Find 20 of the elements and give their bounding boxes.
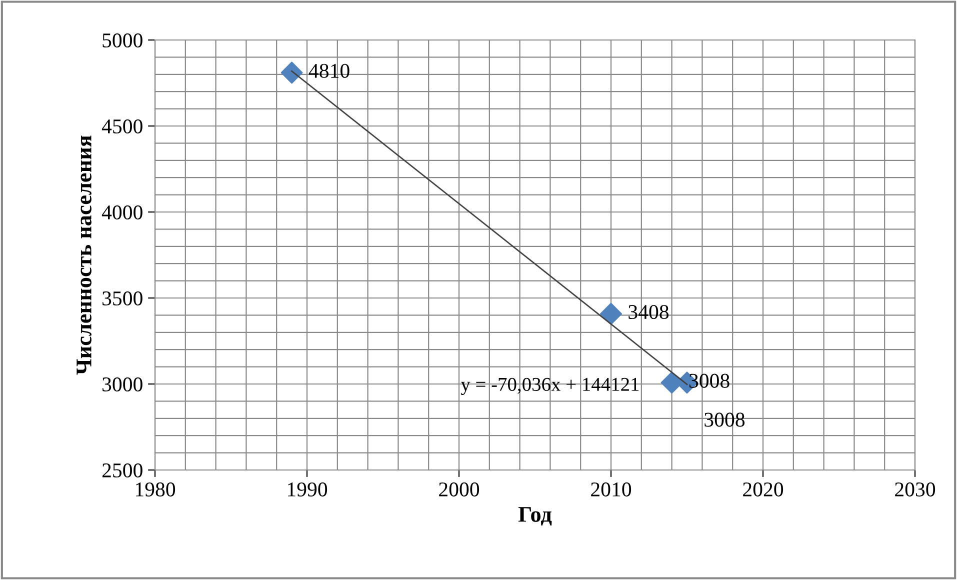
- y-axis-title: Численность населения: [76, 136, 92, 375]
- y-tick-label: 2500: [102, 463, 142, 478]
- x-tick-label: 2030: [895, 482, 936, 496]
- point: [600, 302, 622, 325]
- x-tick-label: 1990: [288, 482, 328, 496]
- y-tick-label: 5000: [102, 33, 142, 48]
- y-tick-label: 3500: [102, 291, 142, 306]
- x-tick-label: 2000: [439, 482, 480, 496]
- y-tick-label: 4500: [102, 119, 142, 134]
- x-axis-title: Год: [518, 507, 552, 526]
- point: [280, 62, 303, 84]
- y-tick-label: 4000: [102, 205, 142, 220]
- x-tick-label: 2020: [743, 482, 784, 496]
- x-tick-label: 2010: [591, 482, 632, 496]
- data-label: 4810: [308, 64, 350, 78]
- annotation: y = -70,036x + 144121: [460, 378, 639, 395]
- data-label: 3408: [628, 304, 669, 320]
- x-tick-label: 1980: [136, 482, 176, 496]
- data-label: 3008: [704, 412, 745, 427]
- y-tick-label: 3000: [102, 377, 142, 392]
